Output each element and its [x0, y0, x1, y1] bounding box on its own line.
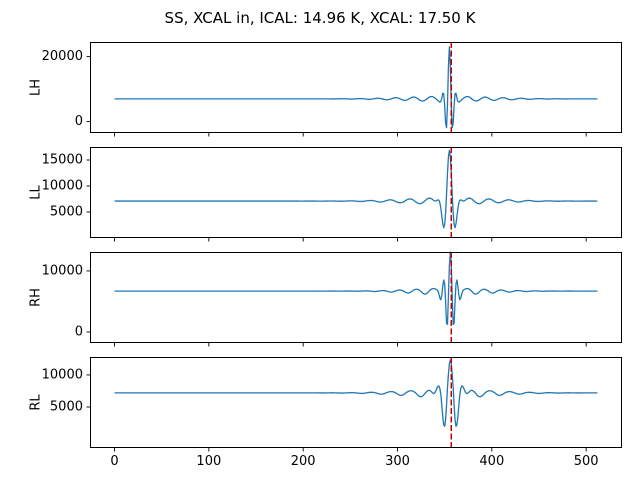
y-tick-label: 10000 [42, 263, 83, 278]
y-axis-label-rh: RH [29, 288, 44, 307]
axes-border [90, 357, 622, 448]
y-tick-label: 0 [75, 325, 83, 340]
plot-area: 5000 10000 15000 [42, 147, 622, 242]
subplot-ll: LL 5000 10000 15000 [29, 147, 622, 242]
y-tick-label: 5000 [50, 399, 83, 414]
waveform-lh [114, 46, 598, 129]
axes-border [90, 147, 622, 238]
y-tick-label: 15000 [42, 153, 83, 168]
plot-area: 0 20000 [42, 42, 622, 137]
subplot-rl: RL 5000 10000 0 100 200 300 400 500 [29, 357, 622, 469]
y-axis-label-rl: RL [29, 394, 44, 411]
y-axis-label-ll: LL [29, 185, 44, 200]
x-tick-label: 200 [291, 454, 316, 469]
subplot-rh: RH 0 10000 [29, 251, 622, 347]
plot-area: 0 10000 [42, 251, 622, 347]
y-tick-label: 10000 [42, 367, 83, 382]
y-tick-label: 5000 [50, 205, 83, 220]
subplot-lh: LH 0 20000 [29, 42, 622, 137]
chart-title: SS, XCAL in, ICAL: 14.96 K, XCAL: 17.50 … [164, 9, 476, 27]
waveform-rl [114, 359, 598, 427]
plot-area: 5000 10000 0 100 200 300 400 500 [42, 357, 622, 469]
x-tick-label: 100 [196, 454, 221, 469]
y-tick-label: 10000 [42, 179, 83, 194]
waveform-ll [114, 149, 598, 229]
x-tick-label: 500 [574, 454, 599, 469]
x-tick-label: 0 [110, 454, 118, 469]
x-tick-label: 300 [385, 454, 410, 469]
y-tick-label: 0 [75, 114, 83, 129]
y-axis-label-lh: LH [29, 79, 44, 96]
y-tick-label: 20000 [42, 49, 83, 64]
axes-border [90, 252, 622, 343]
x-tick-label: 400 [479, 454, 504, 469]
waveform-rh [114, 251, 598, 325]
axes-border [90, 42, 622, 133]
